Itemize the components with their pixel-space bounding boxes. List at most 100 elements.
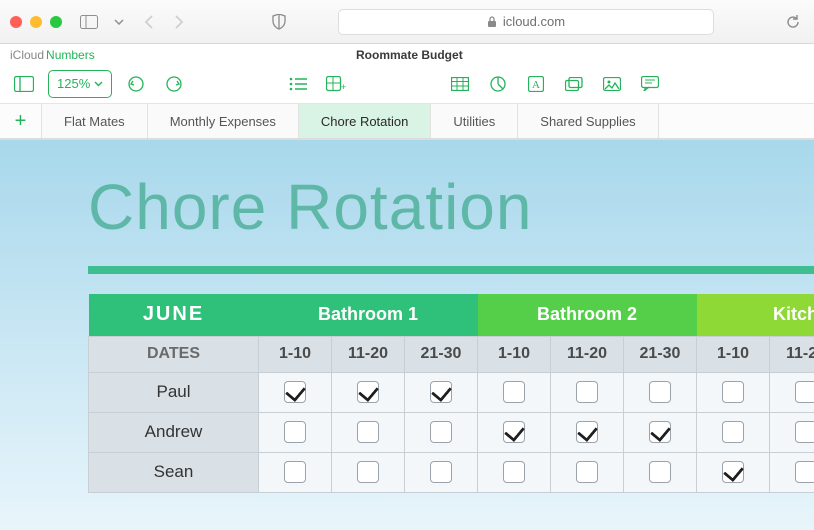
check-cell[interactable] <box>624 412 697 452</box>
close-window-button[interactable] <box>10 16 22 28</box>
chart-icon[interactable] <box>484 70 512 98</box>
row-name: Sean <box>89 452 259 492</box>
check-cell[interactable] <box>770 372 814 412</box>
check-cell[interactable] <box>259 372 332 412</box>
checkbox[interactable] <box>503 381 525 403</box>
check-cell[interactable] <box>770 412 814 452</box>
check-cell[interactable] <box>697 412 770 452</box>
check-cell[interactable] <box>332 452 405 492</box>
table-icon[interactable] <box>446 70 474 98</box>
checkbox[interactable] <box>284 381 306 403</box>
checkbox[interactable] <box>722 381 744 403</box>
text-icon[interactable]: A <box>522 70 550 98</box>
check-cell[interactable] <box>478 452 551 492</box>
check-cell[interactable] <box>770 452 814 492</box>
sheet-tab[interactable]: Chore Rotation <box>299 104 431 138</box>
group-header: Bathroom 1 <box>259 294 478 336</box>
check-cell[interactable] <box>478 372 551 412</box>
sheet-tab[interactable]: Shared Supplies <box>518 104 658 138</box>
check-cell[interactable] <box>259 412 332 452</box>
date-range-header: 1-10 <box>259 336 332 372</box>
check-cell[interactable] <box>405 452 478 492</box>
checkbox[interactable] <box>284 461 306 483</box>
checkbox[interactable] <box>795 381 814 403</box>
title-rule <box>88 266 814 274</box>
checkbox[interactable] <box>576 381 598 403</box>
insert-group-right: A <box>446 70 664 98</box>
check-cell[interactable] <box>624 452 697 492</box>
row-name: Paul <box>89 372 259 412</box>
privacy-shield-icon[interactable] <box>268 11 290 33</box>
group-header: Kitchen <box>697 294 814 336</box>
checkbox[interactable] <box>649 381 671 403</box>
checkbox[interactable] <box>430 421 452 443</box>
check-cell[interactable] <box>551 372 624 412</box>
check-cell[interactable] <box>332 412 405 452</box>
panel-toggle-icon[interactable] <box>10 70 38 98</box>
sheet-tab-bar: + Flat MatesMonthly ExpensesChore Rotati… <box>0 104 814 140</box>
date-range-header: 21-30 <box>624 336 697 372</box>
date-range-header: 11-20 <box>332 336 405 372</box>
add-sheet-button[interactable]: + <box>0 104 42 138</box>
sheet-tab[interactable]: Utilities <box>431 104 518 138</box>
minimize-window-button[interactable] <box>30 16 42 28</box>
date-range-header: 21-30 <box>405 336 478 372</box>
table-row: Sean <box>89 452 814 492</box>
check-cell[interactable] <box>405 372 478 412</box>
check-cell[interactable] <box>332 372 405 412</box>
brand-icloud: iCloud <box>10 48 44 62</box>
forward-button[interactable] <box>168 11 190 33</box>
checkbox[interactable] <box>284 421 306 443</box>
date-range-header: 11-20 <box>551 336 624 372</box>
checkbox[interactable] <box>722 421 744 443</box>
checkbox[interactable] <box>795 461 814 483</box>
maximize-window-button[interactable] <box>50 16 62 28</box>
checkbox[interactable] <box>430 381 452 403</box>
list-icon[interactable] <box>284 70 312 98</box>
checkbox[interactable] <box>649 421 671 443</box>
check-cell[interactable] <box>624 372 697 412</box>
chevron-down-icon[interactable] <box>108 11 130 33</box>
check-cell[interactable] <box>697 372 770 412</box>
back-button[interactable] <box>138 11 160 33</box>
sheet-tab[interactable]: Monthly Expenses <box>148 104 299 138</box>
sidebar-toggle-icon[interactable] <box>78 11 100 33</box>
checkbox[interactable] <box>503 461 525 483</box>
zoom-value: 125% <box>57 76 90 91</box>
insert-cell-icon[interactable]: + <box>322 70 350 98</box>
undo-button[interactable] <box>122 70 150 98</box>
comment-icon[interactable] <box>636 70 664 98</box>
checkbox[interactable] <box>357 381 379 403</box>
browser-toolbar: icloud.com <box>0 0 814 44</box>
checkbox[interactable] <box>576 461 598 483</box>
checkbox[interactable] <box>649 461 671 483</box>
zoom-menu[interactable]: 125% <box>48 70 112 98</box>
check-cell[interactable] <box>478 412 551 452</box>
checkbox[interactable] <box>795 421 814 443</box>
svg-text:+: + <box>341 82 346 92</box>
image-icon[interactable] <box>598 70 626 98</box>
check-cell[interactable] <box>551 412 624 452</box>
sheet-canvas[interactable]: Chore Rotation JUNEBathroom 1Bathroom 2K… <box>0 140 814 530</box>
document-title[interactable]: Roommate Budget <box>95 48 724 62</box>
sheet-tab[interactable]: Flat Mates <box>42 104 148 138</box>
check-cell[interactable] <box>405 412 478 452</box>
checkbox[interactable] <box>357 421 379 443</box>
address-bar[interactable]: icloud.com <box>338 9 714 35</box>
checkbox[interactable] <box>430 461 452 483</box>
check-cell[interactable] <box>551 452 624 492</box>
checkbox[interactable] <box>576 421 598 443</box>
redo-button[interactable] <box>160 70 188 98</box>
checkbox[interactable] <box>503 421 525 443</box>
window-controls <box>10 16 62 28</box>
checkbox[interactable] <box>357 461 379 483</box>
chore-table[interactable]: JUNEBathroom 1Bathroom 2Kitchen DATES1-1… <box>88 294 814 493</box>
shape-icon[interactable] <box>560 70 588 98</box>
check-cell[interactable] <box>259 452 332 492</box>
date-range-header: 1-10 <box>697 336 770 372</box>
checkbox[interactable] <box>722 461 744 483</box>
check-cell[interactable] <box>697 452 770 492</box>
reload-icon[interactable] <box>782 11 804 33</box>
brand-numbers: Numbers <box>46 48 95 62</box>
lock-icon <box>487 16 497 28</box>
